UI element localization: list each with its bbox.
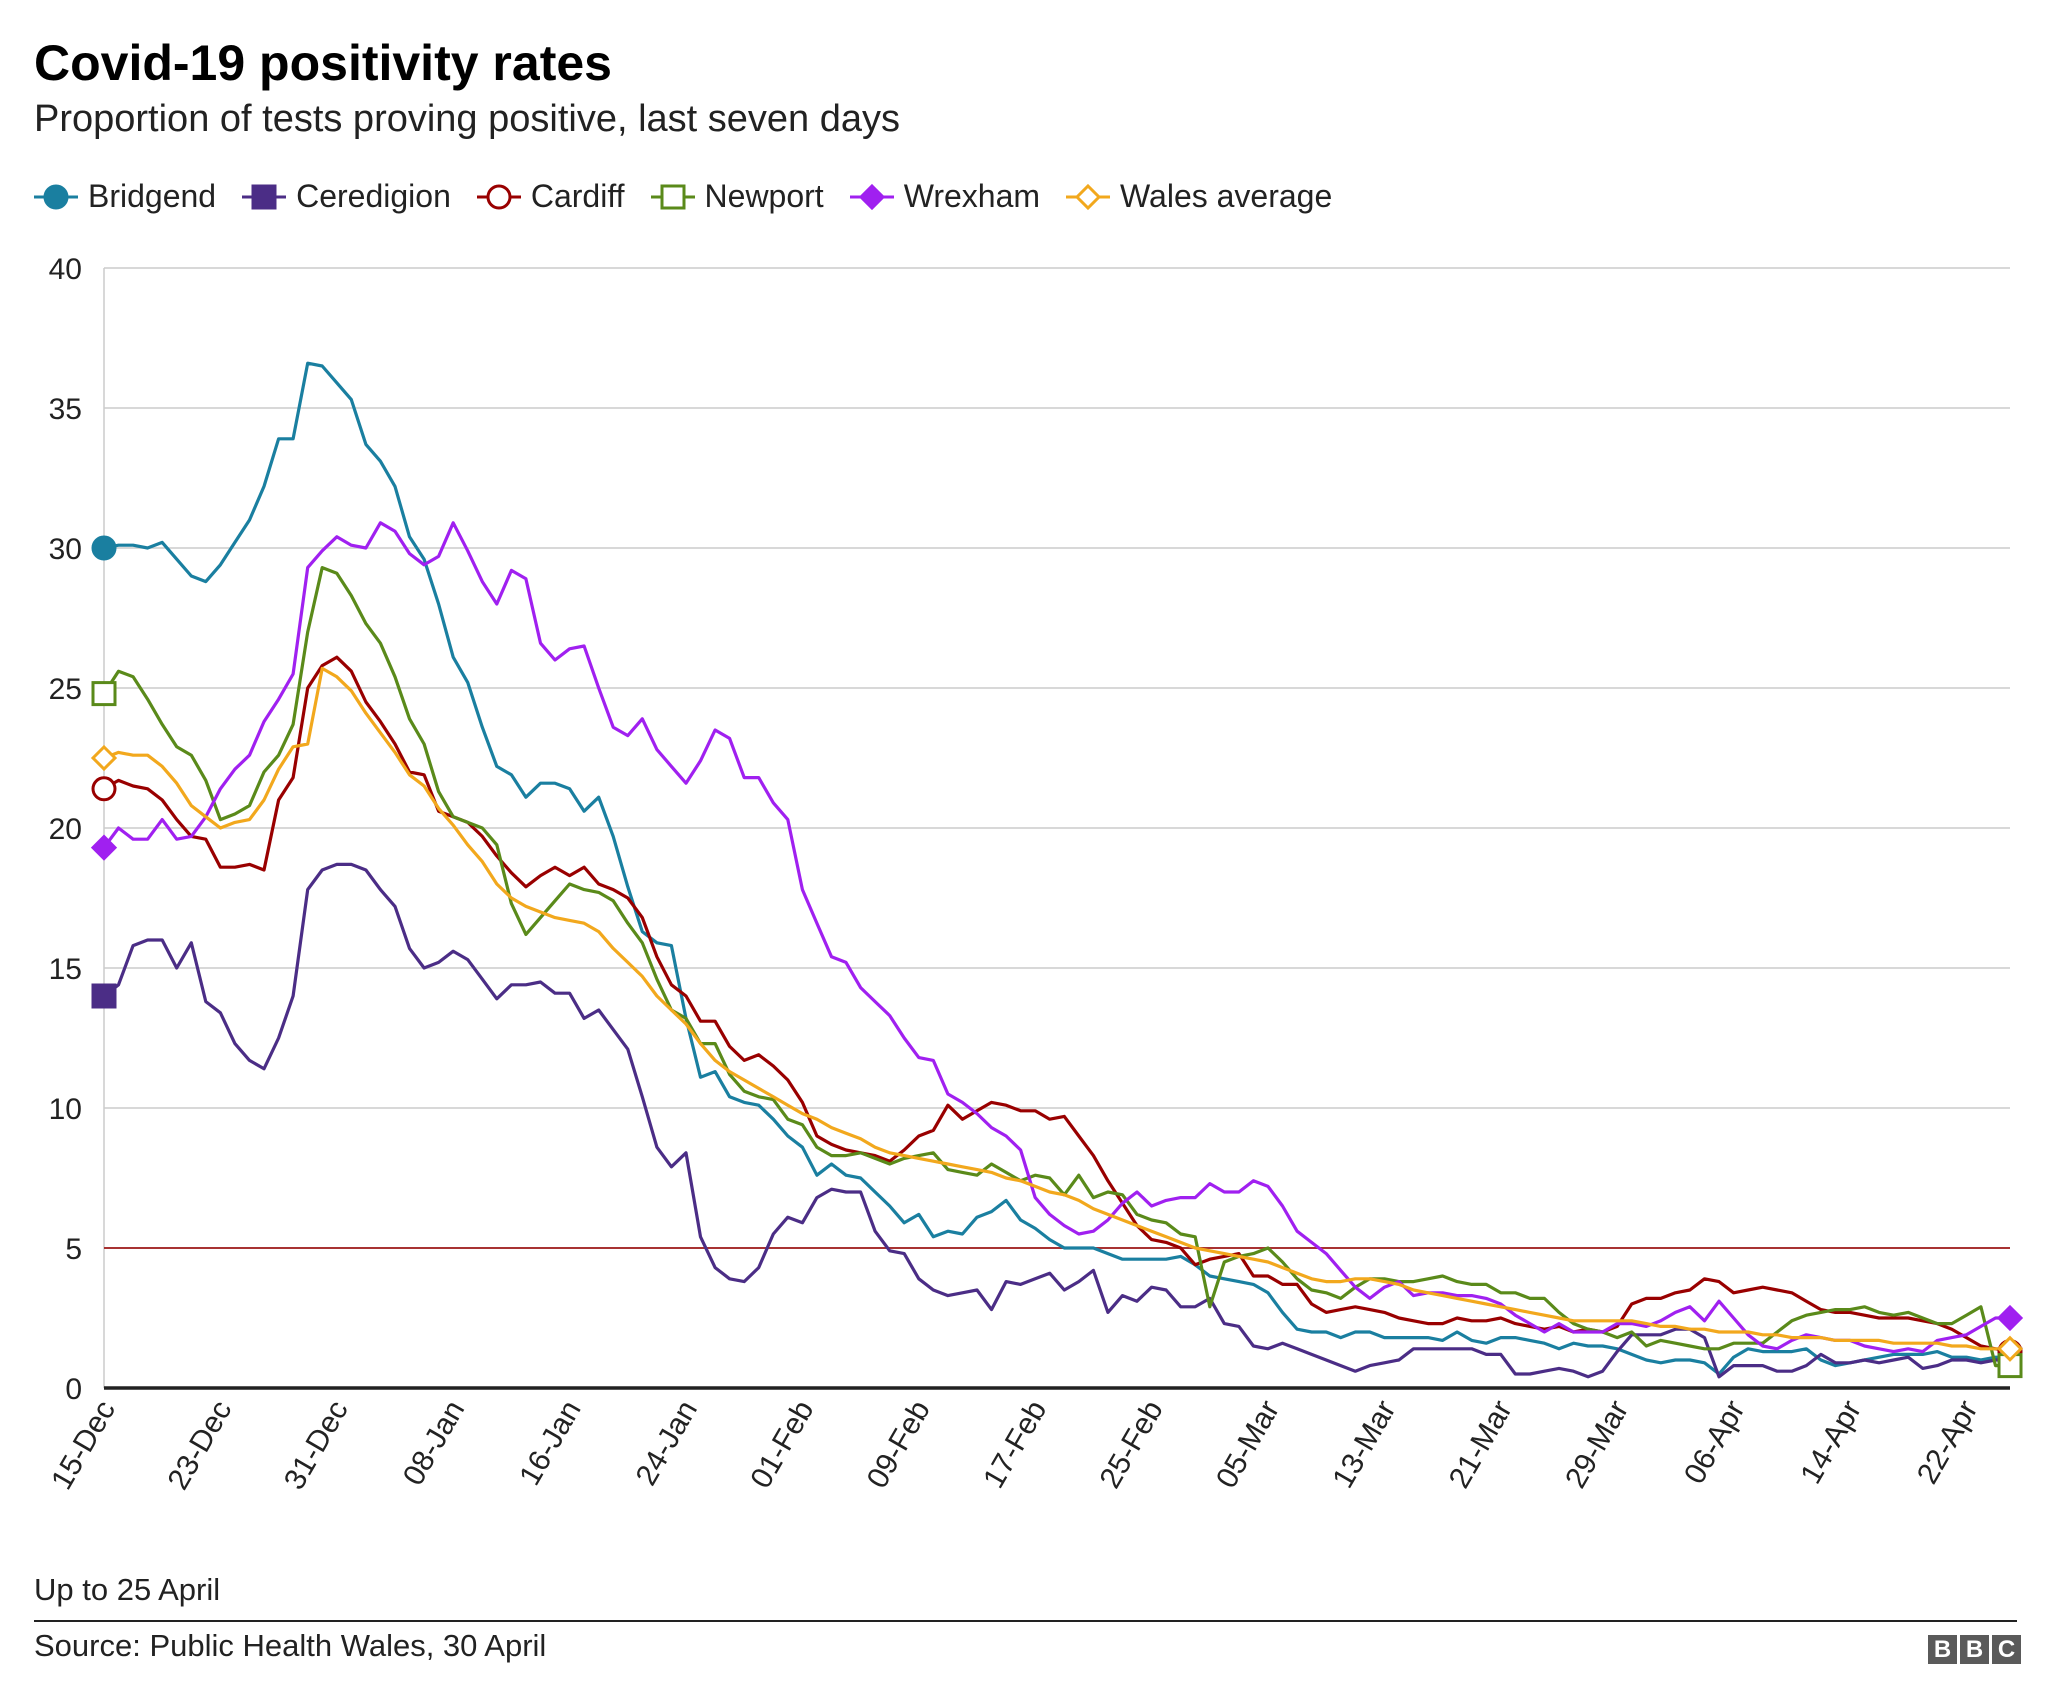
legend-swatch-marker (1074, 183, 1102, 210)
legend-label: Ceredigion (296, 178, 451, 214)
y-tick-label: 30 (49, 533, 82, 566)
series-line-cardiff (103, 655, 2011, 1354)
series-start-marker-wrexham (90, 834, 118, 861)
x-tick-label: 06-Apr (1678, 1395, 1752, 1489)
x-tick-label: 23-Dec (162, 1395, 239, 1495)
footer-divider (34, 1620, 2017, 1622)
legend-label: Wrexham (903, 178, 1041, 214)
legend-swatch-marker (858, 183, 885, 210)
legend-item-wales-average: Wales average (1066, 178, 1332, 215)
legend-label: Bridgend (88, 178, 217, 214)
bbc-logo-block: C (1992, 1635, 2021, 1664)
y-tick-label: 5 (65, 1233, 82, 1266)
legend-swatch-icon (34, 184, 78, 209)
legend-label: Cardiff (530, 178, 625, 214)
legend-item-ceredigion: Ceredigion (242, 178, 451, 215)
x-tick-label: 15-Dec (45, 1395, 122, 1495)
chart-source: Source: Public Health Wales, 30 April (34, 1628, 547, 1663)
series-start-marker-ceredigion (91, 983, 117, 1009)
legend-swatch-marker (43, 184, 69, 209)
series-start-marker-wales-average (90, 744, 118, 772)
y-tick-label: 15 (49, 953, 82, 986)
series-start-marker-bridgend (91, 535, 117, 561)
series-start-marker-newport (91, 681, 117, 707)
legend-swatch-icon (650, 184, 695, 209)
legend-label: Newport (704, 178, 824, 214)
x-tick-label: 29-Mar (1559, 1395, 1635, 1494)
x-tick-label: 22-Apr (1911, 1395, 1985, 1489)
y-tick-label: 0 (65, 1373, 82, 1406)
series-start-marker-cardiff (91, 776, 117, 802)
chart-legend: Bridgend Ceredigion Cardiff Newport Wrexham W… (34, 178, 1358, 215)
bbc-logo-block: B (1928, 1635, 1957, 1664)
x-tick-label: 25-Feb (1094, 1395, 1170, 1494)
legend-swatch-icon (1066, 183, 1111, 210)
chart-title: Covid-19 positivity rates (34, 35, 612, 91)
x-tick-label: 31-Dec (278, 1395, 355, 1495)
x-tick-label: 24-Jan (630, 1395, 704, 1491)
series-end-marker-wrexham (1996, 1304, 2024, 1332)
y-tick-label: 10 (49, 1093, 82, 1126)
y-tick-label: 35 (49, 393, 82, 426)
series-line-ceredigion (103, 862, 2010, 1379)
series-line-wales-average (103, 666, 2010, 1351)
x-tick-label: 13-Mar (1326, 1395, 1402, 1494)
x-tick-label: 17-Feb (977, 1395, 1053, 1494)
x-tick-label: 09-Feb (861, 1395, 937, 1494)
chart-subtitle: Proportion of tests proving positive, la… (34, 98, 901, 140)
x-tick-label: 01-Feb (744, 1395, 820, 1494)
series-line-newport (102, 566, 2010, 1368)
legend-item-newport: Newport (650, 178, 824, 215)
x-tick-label: 21-Mar (1443, 1395, 1519, 1494)
legend-swatch-marker (660, 184, 686, 209)
legend-swatch-icon (476, 184, 521, 209)
bbc-logo-block: B (1960, 1635, 1989, 1664)
y-tick-label: 25 (49, 673, 82, 706)
legend-swatch-icon (242, 184, 287, 209)
legend-swatch-marker (486, 184, 512, 209)
series-end-marker-wales-average (1996, 1335, 2024, 1362)
legend-item-cardiff: Cardiff (476, 178, 625, 215)
y-tick-label: 20 (49, 813, 82, 846)
series-line-wrexham (102, 521, 2010, 1354)
series-line-bridgend (103, 361, 2010, 1376)
legend-label: Wales average (1120, 178, 1333, 214)
chart-note: Up to 25 April (34, 1572, 221, 1607)
x-tick-label: 16-Jan (513, 1395, 587, 1491)
legend-item-wrexham: Wrexham (849, 178, 1041, 215)
legend-swatch-marker (251, 184, 277, 209)
x-tick-label: 05-Mar (1210, 1395, 1286, 1494)
legend-swatch-icon (849, 183, 894, 210)
line-chart: 0 5 10 15 20 25 30 35 40 15-Dec 23-Dec 31-Dec 08-Jan… (45, 253, 2024, 1495)
x-tick-label: 08-Jan (397, 1395, 471, 1491)
y-tick-label: 40 (49, 253, 82, 286)
x-tick-label: 14-Apr (1794, 1395, 1868, 1489)
legend-item-bridgend: Bridgend (34, 178, 216, 215)
